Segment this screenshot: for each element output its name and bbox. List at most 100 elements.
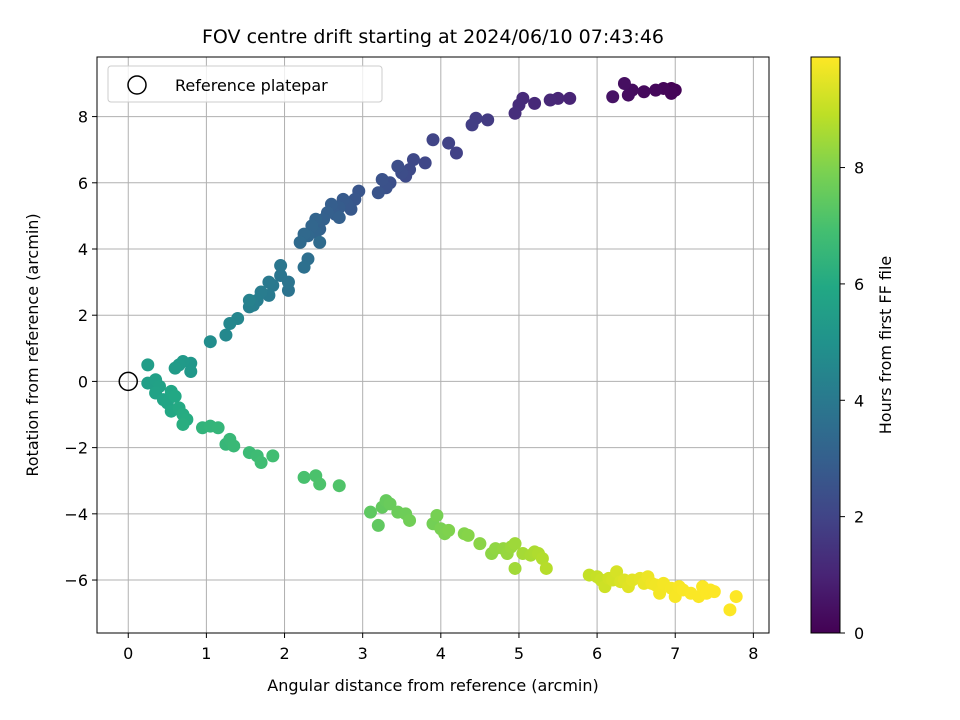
data-point bbox=[442, 523, 456, 537]
data-point bbox=[621, 88, 635, 102]
x-axis-ticks: 0 1 2 3 4 5 6 7 8 bbox=[123, 633, 758, 663]
data-point bbox=[528, 96, 542, 110]
grid bbox=[97, 57, 769, 633]
data-point bbox=[426, 133, 440, 147]
data-point bbox=[418, 156, 432, 170]
x-tick-label: 2 bbox=[279, 644, 289, 663]
colorbar-tick-label: 8 bbox=[854, 159, 864, 178]
y-tick-label: 2 bbox=[78, 306, 88, 325]
data-point bbox=[403, 513, 417, 527]
data-point bbox=[297, 260, 311, 274]
data-point bbox=[313, 477, 327, 491]
data-point bbox=[406, 153, 420, 167]
data-point bbox=[297, 470, 311, 484]
data-point bbox=[508, 106, 522, 120]
colorbar-tick-label: 0 bbox=[854, 624, 864, 643]
data-point bbox=[723, 603, 737, 617]
data-point bbox=[203, 335, 217, 349]
colorbar-tick-label: 4 bbox=[854, 391, 864, 410]
x-tick-label: 8 bbox=[748, 644, 758, 663]
data-point bbox=[371, 186, 385, 200]
data-point bbox=[168, 389, 182, 403]
data-point bbox=[563, 91, 577, 105]
x-tick-label: 0 bbox=[123, 644, 133, 663]
chart-title: FOV centre drift starting at 2024/06/10 … bbox=[202, 26, 664, 48]
colorbar-ticks: 0 2 4 6 8 bbox=[840, 159, 864, 643]
data-point bbox=[305, 219, 319, 233]
x-tick-label: 3 bbox=[358, 644, 368, 663]
colorbar: 0 2 4 6 8 Hours from first FF file bbox=[810, 56, 895, 643]
x-tick-label: 6 bbox=[592, 644, 602, 663]
data-point bbox=[168, 361, 182, 375]
data-point bbox=[539, 561, 553, 575]
x-tick-label: 1 bbox=[201, 644, 211, 663]
x-tick-label: 4 bbox=[436, 644, 446, 663]
colorbar-tick-label: 2 bbox=[854, 508, 864, 527]
data-point bbox=[391, 159, 405, 173]
legend-box bbox=[107, 65, 383, 103]
data-point bbox=[227, 439, 241, 453]
data-point bbox=[461, 528, 475, 542]
data-point bbox=[313, 235, 327, 249]
data-point bbox=[449, 146, 463, 160]
data-point bbox=[508, 537, 522, 551]
data-point bbox=[274, 268, 288, 282]
data-point bbox=[254, 456, 268, 470]
y-tick-label: −2 bbox=[64, 439, 88, 458]
data-point bbox=[262, 275, 276, 289]
x-tick-label: 5 bbox=[514, 644, 524, 663]
data-point bbox=[332, 211, 346, 225]
data-point bbox=[617, 76, 631, 90]
data-point bbox=[430, 508, 444, 522]
legend: Reference platepar bbox=[107, 65, 383, 103]
y-tick-label: 8 bbox=[78, 108, 88, 127]
plot-frame bbox=[96, 56, 770, 634]
data-point bbox=[141, 358, 155, 372]
data-point bbox=[371, 518, 385, 532]
y-tick-label: −6 bbox=[64, 571, 88, 590]
data-point bbox=[242, 293, 256, 307]
legend-marker bbox=[127, 75, 147, 95]
reference-platepar-marker bbox=[118, 371, 139, 392]
colorbar-tick-label: 6 bbox=[854, 275, 864, 294]
x-tick-label: 7 bbox=[670, 644, 680, 663]
data-point bbox=[637, 85, 651, 99]
data-point bbox=[176, 417, 190, 431]
colorbar-gradient bbox=[810, 56, 841, 634]
data-point bbox=[606, 90, 620, 104]
data-point bbox=[363, 505, 377, 519]
data-point bbox=[219, 328, 233, 342]
legend-entry-reference-platepar: Reference platepar bbox=[175, 76, 328, 95]
data-point bbox=[274, 259, 288, 273]
data-point bbox=[442, 136, 456, 150]
colorbar-label: Hours from first FF file bbox=[876, 256, 895, 435]
data-point bbox=[223, 316, 237, 330]
y-tick-label: 4 bbox=[78, 240, 88, 259]
data-point bbox=[481, 113, 495, 127]
data-point bbox=[707, 585, 721, 599]
y-tick-label: 0 bbox=[78, 372, 88, 391]
data-point bbox=[211, 421, 225, 435]
data-point bbox=[293, 235, 307, 249]
y-axis-label: Rotation from reference (arcmin) bbox=[23, 213, 42, 476]
y-tick-label: −4 bbox=[64, 505, 88, 524]
data-point bbox=[266, 449, 280, 463]
scatter-points bbox=[141, 76, 743, 617]
data-point bbox=[332, 479, 346, 493]
data-point bbox=[653, 586, 667, 600]
y-axis-ticks: −6 −4 −2 0 2 4 6 8 bbox=[64, 108, 97, 590]
x-axis-label: Angular distance from reference (arcmin) bbox=[267, 676, 598, 695]
data-point bbox=[535, 552, 549, 566]
data-point bbox=[729, 590, 743, 604]
data-point bbox=[383, 497, 397, 511]
data-point bbox=[184, 364, 198, 378]
data-point bbox=[375, 172, 389, 186]
y-tick-label: 6 bbox=[78, 174, 88, 193]
data-point bbox=[610, 565, 624, 579]
data-point bbox=[543, 93, 557, 107]
data-point bbox=[508, 561, 522, 575]
data-point bbox=[649, 83, 663, 97]
data-point bbox=[473, 537, 487, 551]
data-point bbox=[465, 118, 479, 132]
